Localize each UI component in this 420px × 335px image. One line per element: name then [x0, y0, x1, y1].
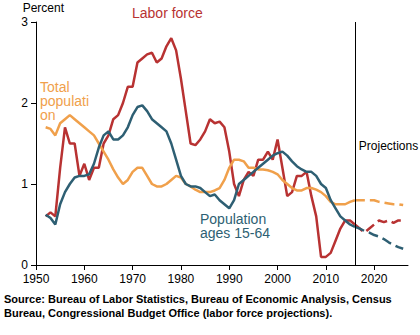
svg-text:1990: 1990: [216, 272, 243, 286]
svg-text:Population: Population: [200, 211, 271, 227]
svg-text:3: 3: [21, 15, 28, 29]
svg-text:1: 1: [21, 177, 28, 191]
svg-text:2010: 2010: [313, 272, 340, 286]
svg-text:1960: 1960: [71, 272, 98, 286]
svg-text:2020: 2020: [361, 272, 388, 286]
svg-text:Bureau, Congressional Budget O: Bureau, Congressional Budget Office (lab…: [4, 307, 332, 319]
svg-text:Source: Bureau of Labor Statis: Source: Bureau of Labor Statistics, Bure…: [4, 293, 395, 305]
svg-text:1950: 1950: [23, 272, 50, 286]
svg-text:ages 15-64: ages 15-64: [200, 225, 270, 241]
svg-text:Total: Total: [40, 79, 74, 95]
svg-text:on: on: [40, 107, 56, 123]
svg-text:Percent: Percent: [23, 1, 65, 15]
svg-text:Projections: Projections: [359, 139, 418, 153]
svg-text:2000: 2000: [264, 272, 291, 286]
svg-text:Labor force: Labor force: [132, 5, 203, 21]
svg-text:2: 2: [21, 96, 28, 110]
svg-text:1970: 1970: [119, 272, 146, 286]
svg-text:0: 0: [21, 258, 28, 272]
svg-text:1980: 1980: [168, 272, 195, 286]
svg-text:populati: populati: [40, 93, 89, 109]
